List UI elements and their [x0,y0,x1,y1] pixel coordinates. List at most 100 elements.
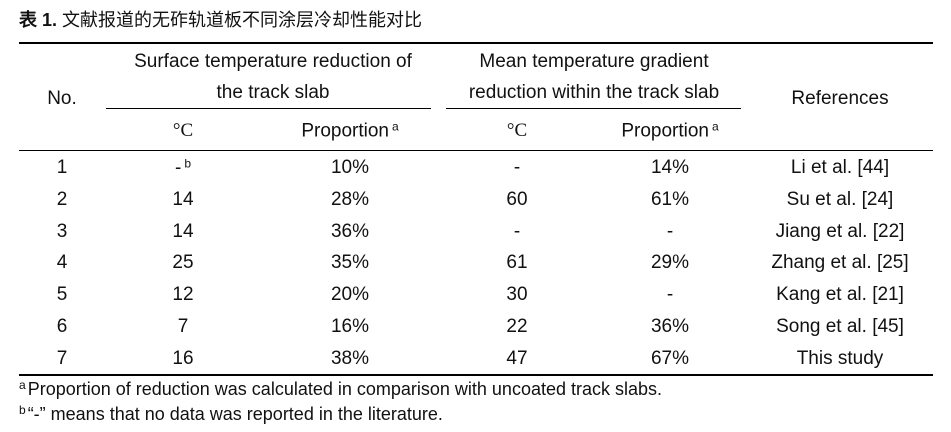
group-header: reduction within the track slab [468,82,720,103]
table-cell: Su et al. [24] [787,189,894,211]
bottom-rule [19,374,933,376]
table-cell: 61 [506,252,527,274]
table-cell-text: 22 [506,316,528,337]
table-cell: Zhang et al. [25] [771,252,908,274]
table-cell: 7 [178,316,189,338]
table-cell-text: 67% [650,347,690,369]
table-cell: 12 [172,284,193,306]
table-cell: 36% [651,316,689,338]
table-cell-text: 61 [506,252,528,274]
table-cell: - [667,284,673,306]
table-cell-text: 5 [56,284,68,306]
footnote: b “-” means that no data was reported in … [19,403,443,425]
caption: 表 1. 文献报道的无砟轨道板不同涂层冷却性能对比 [19,6,422,32]
table-cell: 67% [651,348,689,370]
footnote-text: Proportion of reduction was calculated i… [27,379,663,399]
table-cell-text: 35% [330,252,370,274]
table-cell: 61% [651,189,689,211]
table-cell: Song et al. [45] [776,316,904,338]
table-cell: 36% [331,221,369,243]
table-cell-text: 7 [56,347,68,369]
table-cell: 22 [506,316,527,338]
table-cell-text: 14 [172,188,194,210]
table-cell-text: Zhang et al. [25] [771,252,909,274]
sub-header-text: Proportion [301,120,389,142]
table-cell-text: 2 [56,188,68,210]
table-cell: - [514,221,520,243]
table-cell: 14 [172,189,193,211]
table-cell-text: - [666,284,674,306]
table-cell-text: Song et al. [45] [776,316,904,337]
table-cell-text: Li et al. [44] [790,157,890,178]
sub-header-text: °C [506,120,528,141]
group-header: Surface temperature reduction of [134,51,412,72]
superscript: a [391,119,399,134]
table-cell: 14 [172,221,193,243]
header-rule [19,150,933,151]
table-cell: -b [175,157,191,180]
footnote-text: “-” means that no data was reported in t… [27,404,443,424]
table-cell: 16% [331,316,369,338]
table-cell: 3 [57,221,68,243]
table-cell-text: - [174,157,182,179]
table-cell: 7 [57,348,68,370]
table-cell-text: 60 [506,188,528,210]
table-cell-text: 25 [172,252,194,274]
table-cell-text: 7 [177,316,189,337]
table-cell-text: 38% [330,347,370,369]
table-cell-text: 12 [172,284,194,306]
table-cell-text: 1 [56,157,68,178]
superscript: a [711,119,719,134]
table-cell-text: - [666,220,674,242]
table-cell: 30 [506,284,527,306]
table-cell: 1 [57,157,68,179]
caption-text: 文献报道的无砟轨道板不同涂层冷却性能对比 [62,10,423,30]
sub-header: Proportion a [621,120,718,143]
group-header: the track slab [216,82,330,103]
table-cell: 25 [172,252,193,274]
table-cell: 6 [57,316,68,338]
top-rule [19,42,933,44]
table-cell: 16 [172,348,193,370]
table-cell-text: 14 [172,220,194,242]
table-cell-text: 16% [330,316,370,337]
header-no: No. [47,88,77,109]
table-cell-text: 61% [650,188,690,210]
table-cell-text: 30 [506,284,528,306]
group-rule [106,108,431,109]
table-cell-text: 4 [56,252,68,274]
table-cell: 35% [331,252,369,274]
table-cell-text: Kang et al. [21] [776,284,904,306]
table-cell-text: 36% [650,316,690,337]
table-cell-text: Su et al. [24] [786,188,894,210]
table-cell: 4 [57,252,68,274]
table-cell: Li et al. [44] [791,157,889,179]
table-cell: - [514,157,520,179]
table-cell: - [667,221,673,243]
table-cell: Kang et al. [21] [776,284,904,306]
table-cell-text: - [513,220,521,242]
table-cell: 47 [506,348,527,370]
table-cell: 10% [331,157,369,179]
sub-header: °C [173,120,193,142]
table-cell: 5 [57,284,68,306]
footnote: a Proportion of reduction was calculated … [19,378,662,400]
group-header: Mean temperature gradient [479,51,709,72]
table-cell: 29% [651,252,689,274]
table-cell-text: 47 [506,347,528,369]
table-cell: 2 [57,189,68,211]
header-references: References [791,88,889,109]
table-cell: 60 [506,189,527,211]
table-cell-text: - [513,157,521,178]
sub-header-text: Proportion [621,120,709,142]
table-cell: 28% [331,189,369,211]
table-cell: 14% [651,157,689,179]
table-cell: 20% [331,284,369,306]
table-cell-text: 10% [330,157,370,178]
caption-label: 表 1. [19,10,58,30]
table-cell-text: 29% [650,252,690,274]
footnote-marker: a [19,378,26,392]
table-cell-text: 36% [330,220,370,242]
table-cell-text: 6 [56,316,68,337]
